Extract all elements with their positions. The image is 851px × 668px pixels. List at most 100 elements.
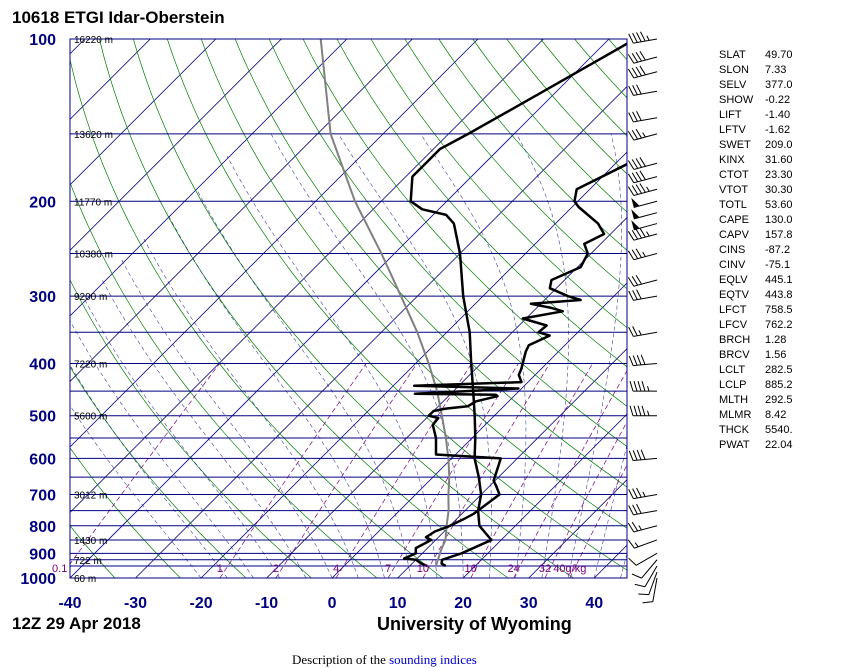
index-value: 292.5 bbox=[765, 393, 809, 408]
index-value: -0.22 bbox=[765, 93, 809, 108]
index-value: 1.56 bbox=[765, 348, 809, 363]
temperature-line bbox=[411, 39, 636, 566]
wind-barb bbox=[631, 209, 657, 219]
moist-adiabat-line bbox=[421, 134, 526, 578]
index-value: 282.5 bbox=[765, 363, 809, 378]
pressure-tick-label: 200 bbox=[29, 194, 56, 211]
wind-barb bbox=[628, 522, 657, 532]
mixing-ratio-label: 24 bbox=[508, 563, 520, 575]
temperature-tick-label: 0 bbox=[328, 595, 337, 612]
wind-barb bbox=[628, 183, 657, 195]
wind-barb bbox=[630, 381, 657, 391]
wind-barb bbox=[628, 228, 657, 240]
temperature-tick-label: -40 bbox=[58, 595, 81, 612]
moist-adiabat-line bbox=[167, 213, 384, 578]
dry-adiabat-line bbox=[201, 39, 704, 578]
isotherm-line bbox=[201, 39, 740, 578]
index-value: -1.62 bbox=[765, 123, 809, 138]
index-key: SELV bbox=[719, 78, 765, 93]
pressure-tick-label: 100 bbox=[29, 32, 56, 49]
temperature-tick-label: 10 bbox=[389, 595, 407, 612]
index-value: 377.0 bbox=[765, 78, 809, 93]
index-key: LIFT bbox=[719, 108, 765, 123]
index-value: 8.42 bbox=[765, 408, 809, 423]
wind-barb bbox=[642, 578, 657, 603]
wind-barb bbox=[629, 488, 657, 499]
pressure-tick-label: 700 bbox=[29, 488, 56, 505]
index-key: LFCT bbox=[719, 303, 765, 318]
temperature-tick-label: 20 bbox=[454, 595, 472, 612]
wind-barb bbox=[629, 553, 657, 565]
index-key: SWET bbox=[719, 138, 765, 153]
isotherm-line bbox=[0, 39, 412, 578]
index-value: -75.1 bbox=[765, 258, 809, 273]
sounding-indices-link[interactable]: sounding indices bbox=[389, 652, 477, 667]
wind-barb bbox=[629, 450, 657, 461]
index-key: SLAT bbox=[719, 48, 765, 63]
moist-adiabat-line bbox=[121, 258, 332, 578]
index-row: LFTV-1.62 bbox=[719, 123, 809, 138]
mixing-ratio-line bbox=[336, 364, 472, 579]
dry-adiabat-line bbox=[99, 39, 508, 578]
index-key: BRCH bbox=[719, 333, 765, 348]
isobar-lines bbox=[70, 39, 627, 578]
index-key: THCK bbox=[719, 423, 765, 438]
wind-barb bbox=[628, 51, 657, 63]
index-value: 30.30 bbox=[765, 183, 809, 198]
mixing-ratio-label: 16 bbox=[465, 563, 477, 575]
index-key: LFTV bbox=[719, 123, 765, 138]
index-value: 7.33 bbox=[765, 63, 809, 78]
dry-adiabat-line bbox=[575, 39, 851, 578]
wind-barb bbox=[629, 85, 657, 96]
moist-adiabat-line bbox=[594, 134, 688, 578]
index-key: TOTL bbox=[719, 198, 765, 213]
chart-title: 10618 ETGI Idar-Oberstein bbox=[12, 8, 225, 28]
wind-barb bbox=[628, 171, 657, 183]
moist-adiabat-line bbox=[144, 239, 358, 578]
wind-barb bbox=[629, 32, 657, 43]
index-value: 758.5 bbox=[765, 303, 809, 318]
wind-barb bbox=[629, 355, 657, 366]
height-label: 5600 m bbox=[74, 412, 107, 423]
footer-prefix: Description of the bbox=[292, 652, 389, 667]
index-key: BRCV bbox=[719, 348, 765, 363]
temperature-tick-label: -20 bbox=[189, 595, 212, 612]
moist-adiabat-line bbox=[227, 156, 437, 578]
wind-barb bbox=[630, 406, 657, 416]
index-value: 443.8 bbox=[765, 288, 809, 303]
wind-barb bbox=[631, 198, 657, 208]
mixing-ratio-label: 40g/kg bbox=[553, 563, 586, 575]
dry-adiabat-line bbox=[66, 39, 443, 578]
wind-barbs bbox=[628, 32, 657, 603]
mixing-ratio-label: 7 bbox=[385, 563, 391, 575]
index-key: SHOW bbox=[719, 93, 765, 108]
index-value: 49.70 bbox=[765, 48, 809, 63]
index-key: EQTV bbox=[719, 288, 765, 303]
index-row: CINS-87.2 bbox=[719, 243, 809, 258]
index-key: EQLV bbox=[719, 273, 765, 288]
wind-barb bbox=[628, 540, 657, 548]
height-label: 9200 m bbox=[74, 292, 107, 303]
index-key: CTOT bbox=[719, 168, 765, 183]
wind-barb bbox=[629, 504, 657, 515]
plot-frame bbox=[70, 39, 627, 578]
wind-barb bbox=[628, 275, 657, 286]
mixing-ratio-label: 32 bbox=[539, 563, 551, 575]
temperature-tick-label: -30 bbox=[124, 595, 147, 612]
pressure-tick-label: 400 bbox=[29, 357, 56, 374]
temperature-tick-label: -10 bbox=[255, 595, 278, 612]
mixing-ratio-label: 10 bbox=[417, 563, 429, 575]
index-key: MLMR bbox=[719, 408, 765, 423]
pressure-tick-label: 600 bbox=[29, 451, 56, 468]
wind-barb bbox=[629, 290, 657, 301]
